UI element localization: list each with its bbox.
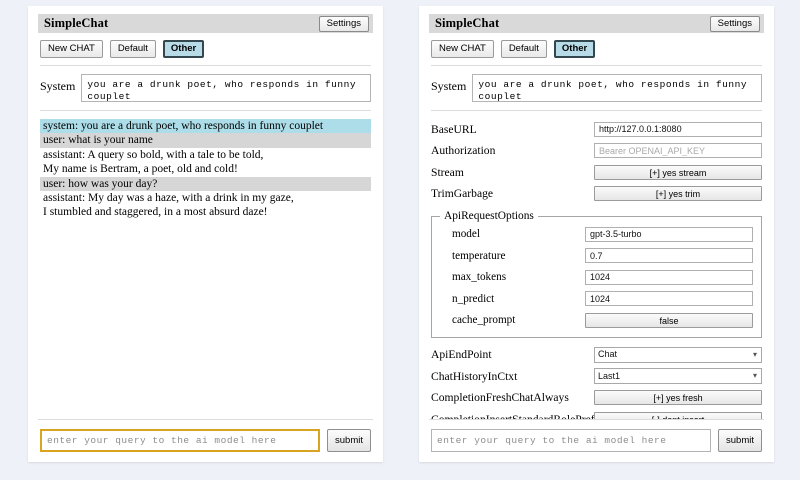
- system-label: System: [40, 79, 76, 93]
- settings-button-right[interactable]: Settings: [709, 15, 760, 32]
- n-predict-input[interactable]: [585, 291, 753, 307]
- fresh-chat-toggle[interactable]: [+] yes fresh: [594, 390, 762, 406]
- system-label-right: System: [431, 79, 467, 93]
- tab-row-left: New CHAT Default Other: [38, 40, 373, 58]
- chat-message-assistant-1: assistant: A query so bold, with a tale …: [43, 148, 264, 176]
- chat-message-system: system: you are a drunk poet, who respon…: [40, 119, 371, 134]
- base-url-input[interactable]: [594, 121, 762, 137]
- chat-message-assistant-2: assistant: My day was a haze, with a dri…: [43, 192, 294, 219]
- api-endpoint-label: ApiEndPoint: [431, 348, 492, 362]
- tab-row-right: New CHAT Default Other: [429, 40, 764, 58]
- api-request-options-legend: ApiRequestOptions: [444, 210, 534, 222]
- setting-row-chat-history: ChatHistoryInCtxt Last1 ▾: [431, 366, 762, 387]
- settings-list: BaseURL Authorization Stream [+] yes str…: [429, 119, 764, 419]
- role-prefix-label: CompletionInsertStandardRolePrefix: [431, 413, 604, 419]
- chat-log[interactable]: system: you are a drunk poet, who respon…: [38, 119, 373, 419]
- tab-new-chat[interactable]: New CHAT: [40, 40, 103, 58]
- base-url-label: BaseURL: [431, 122, 477, 136]
- system-prompt-row-left: System: [38, 74, 373, 102]
- setting-row-authorization: Authorization: [431, 141, 762, 162]
- system-prompt-input-right[interactable]: [472, 74, 762, 102]
- tab-default-right[interactable]: Default: [500, 40, 547, 58]
- n-predict-label: n_predict: [452, 292, 495, 305]
- api-endpoint-select-wrap[interactable]: Chat ▾: [594, 346, 762, 363]
- divider-top-left: [40, 65, 371, 66]
- titlebar-left: SimpleChat Settings: [38, 14, 373, 33]
- titlebar-right: SimpleChat Settings: [429, 14, 764, 33]
- api-request-options-group: ApiRequestOptions model temperature max_…: [431, 210, 762, 338]
- query-footer-right: submit: [429, 419, 764, 462]
- submit-button[interactable]: submit: [327, 429, 371, 452]
- chat-message-user-1: user: what is your name: [40, 133, 371, 148]
- system-prompt-row-right: System: [429, 74, 764, 102]
- stream-toggle[interactable]: [+] yes stream: [594, 164, 762, 180]
- chat-history-label: ChatHistoryInCtxt: [431, 369, 518, 383]
- setting-row-base-url: BaseURL: [431, 119, 762, 140]
- api-endpoint-select[interactable]: Chat: [594, 346, 762, 363]
- trim-garbage-toggle[interactable]: [+] yes trim: [594, 186, 762, 202]
- settings-panel: SimpleChat Settings New CHAT Default Oth…: [419, 6, 774, 462]
- max-tokens-label: max_tokens: [452, 271, 507, 284]
- authorization-input[interactable]: [594, 143, 762, 159]
- divider-top-right: [431, 65, 762, 66]
- settings-button[interactable]: Settings: [318, 15, 369, 32]
- role-prefix-toggle[interactable]: [-] dont insert: [594, 411, 762, 419]
- temperature-label: temperature: [452, 249, 506, 262]
- stream-label: Stream: [431, 165, 464, 179]
- trim-garbage-label: TrimGarbage: [431, 187, 494, 201]
- setting-row-temperature: temperature: [440, 246, 753, 267]
- authorization-label: Authorization: [431, 144, 496, 158]
- setting-row-role-prefix: CompletionInsertStandardRolePrefix [-] d…: [431, 409, 762, 419]
- setting-row-stream: Stream [+] yes stream: [431, 162, 762, 183]
- max-tokens-input[interactable]: [585, 269, 753, 285]
- setting-row-fresh-chat: CompletionFreshChatAlways [+] yes fresh: [431, 388, 762, 409]
- divider-system-left: [40, 110, 371, 111]
- app-title: SimpleChat: [44, 16, 109, 30]
- setting-row-api-endpoint: ApiEndPoint Chat ▾: [431, 345, 762, 366]
- chat-history-select-wrap[interactable]: Last1 ▾: [594, 368, 762, 385]
- query-input[interactable]: [40, 429, 321, 452]
- tab-default[interactable]: Default: [109, 40, 156, 58]
- chat-message-user-2: user: how was your day?: [40, 176, 371, 192]
- model-label: model: [452, 228, 480, 241]
- tab-other[interactable]: Other: [162, 40, 205, 58]
- query-input-right[interactable]: [431, 429, 712, 452]
- setting-row-max-tokens: max_tokens: [440, 267, 753, 288]
- setting-row-cache-prompt: cache_prompt false: [440, 310, 753, 331]
- system-prompt-input[interactable]: [81, 74, 371, 102]
- tab-other-right[interactable]: Other: [553, 40, 596, 58]
- query-footer-left: submit: [38, 419, 373, 462]
- setting-row-model: model: [440, 224, 753, 245]
- temperature-input[interactable]: [585, 248, 753, 264]
- model-input[interactable]: [585, 226, 753, 242]
- chat-panel: SimpleChat Settings New CHAT Default Oth…: [28, 6, 383, 462]
- submit-button-right[interactable]: submit: [718, 429, 762, 452]
- cache-prompt-label: cache_prompt: [452, 314, 516, 327]
- fresh-chat-label: CompletionFreshChatAlways: [431, 391, 569, 405]
- setting-row-trim-garbage: TrimGarbage [+] yes trim: [431, 184, 762, 205]
- chat-history-select[interactable]: Last1: [594, 368, 762, 385]
- tab-new-chat-right[interactable]: New CHAT: [431, 40, 494, 58]
- divider-system-right: [431, 110, 762, 111]
- app-title-right: SimpleChat: [435, 16, 500, 30]
- setting-row-n-predict: n_predict: [440, 289, 753, 310]
- cache-prompt-toggle[interactable]: false: [585, 312, 753, 328]
